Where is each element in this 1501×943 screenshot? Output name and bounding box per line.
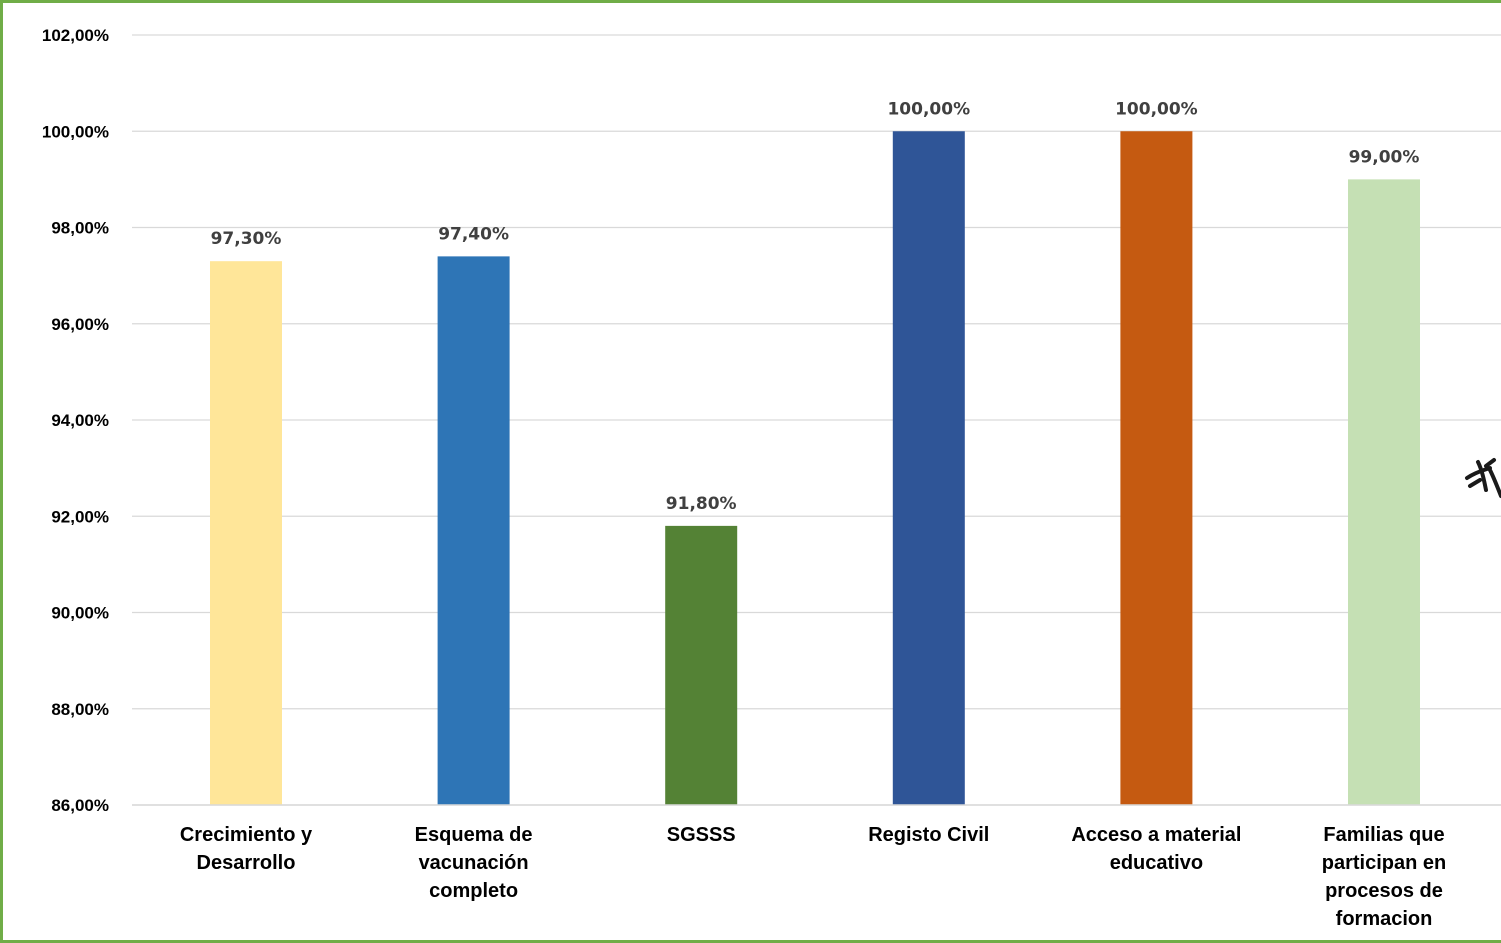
y-tick-label: 98,00% <box>51 219 109 238</box>
x-tick-label: procesos de <box>1325 880 1443 902</box>
x-tick-label: Crecimiento y <box>180 824 313 846</box>
data-label: 100,00% <box>1115 99 1198 119</box>
bar <box>1348 179 1420 805</box>
x-tick-label: Acceso a material <box>1071 824 1241 846</box>
bar <box>210 261 282 805</box>
bar <box>892 131 965 805</box>
x-tick-label: SGSSS <box>667 824 736 846</box>
y-tick-label: 94,00% <box>51 411 109 430</box>
x-tick-label: formacion <box>1336 908 1433 930</box>
decorative-sketch <box>1465 458 1501 498</box>
data-label: 91,80% <box>666 494 737 514</box>
y-tick-label: 102,00% <box>42 26 109 45</box>
y-tick-label: 96,00% <box>51 315 109 334</box>
x-tick-label: Familias que <box>1323 824 1444 846</box>
y-tick-label: 90,00% <box>51 604 109 623</box>
bar <box>665 525 738 805</box>
y-tick-label: 92,00% <box>51 507 109 526</box>
data-label: 100,00% <box>887 99 970 119</box>
x-tick-label: educativo <box>1110 852 1203 874</box>
x-tick-label: Desarrollo <box>197 852 296 874</box>
data-label: 99,00% <box>1349 147 1420 167</box>
x-tick-label: Registo Civil <box>868 824 989 846</box>
bar <box>437 256 510 805</box>
x-tick-label: Esquema de <box>415 824 533 846</box>
data-label: 97,30% <box>211 229 282 249</box>
x-tick-label: vacunación <box>419 852 529 874</box>
x-tick-label: participan en <box>1322 852 1446 874</box>
x-tick-label: completo <box>429 880 518 902</box>
y-tick-label: 100,00% <box>42 122 109 141</box>
y-tick-label: 86,00% <box>51 796 109 815</box>
bar <box>1120 131 1193 805</box>
y-tick-label: 88,00% <box>51 700 109 719</box>
data-label: 97,40% <box>438 224 509 244</box>
